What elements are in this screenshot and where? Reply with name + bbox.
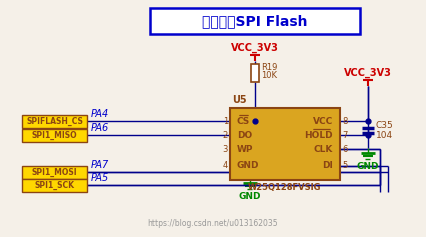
Text: 外部扩展SPI Flash: 外部扩展SPI Flash [202, 14, 308, 28]
Text: GND: GND [239, 192, 261, 201]
Text: SPIFLASH_CS: SPIFLASH_CS [26, 116, 83, 126]
Text: W25Q128FVSIG: W25Q128FVSIG [248, 183, 322, 192]
Bar [22, 128, 87, 141]
Text: 10K: 10K [261, 72, 277, 81]
Text: CS: CS [237, 117, 250, 126]
Text: 4: 4 [223, 161, 228, 170]
Text: 2: 2 [223, 131, 228, 140]
Text: 3: 3 [223, 145, 228, 154]
Bar [22, 178, 87, 191]
Text: SPI1_MOSI: SPI1_MOSI [32, 167, 77, 177]
Text: DI: DI [322, 161, 333, 170]
Text: 6: 6 [342, 145, 347, 154]
Text: 7: 7 [342, 131, 347, 140]
Text: https://blog.csdn.net/u013162035: https://blog.csdn.net/u013162035 [148, 219, 278, 228]
Text: PA5: PA5 [91, 173, 109, 183]
Text: 1: 1 [223, 117, 228, 126]
Text: WP: WP [237, 145, 253, 154]
Text: VCC_3V3: VCC_3V3 [231, 43, 279, 53]
Text: VCC_3V3: VCC_3V3 [344, 68, 392, 78]
Text: SPI1_MISO: SPI1_MISO [32, 130, 77, 140]
Text: PA7: PA7 [91, 160, 109, 170]
Bar [230, 108, 340, 180]
Text: HOLD: HOLD [304, 131, 333, 140]
Text: 8: 8 [342, 117, 347, 126]
Text: PA6: PA6 [91, 123, 109, 133]
Bar [251, 64, 259, 82]
Text: 104: 104 [376, 132, 393, 141]
Text: 5: 5 [342, 161, 347, 170]
Text: R19: R19 [261, 64, 277, 73]
Bar [150, 8, 360, 34]
Bar [22, 165, 87, 178]
Text: PA4: PA4 [91, 109, 109, 119]
Text: DO: DO [237, 131, 252, 140]
Bar [22, 114, 87, 128]
Text: CLK: CLK [314, 145, 333, 154]
Text: C35: C35 [376, 122, 394, 131]
Text: GND: GND [237, 161, 259, 170]
Text: GND: GND [357, 162, 379, 171]
Text: VCC: VCC [313, 117, 333, 126]
Text: SPI1_SCK: SPI1_SCK [35, 180, 75, 190]
Text: U5: U5 [232, 95, 247, 105]
